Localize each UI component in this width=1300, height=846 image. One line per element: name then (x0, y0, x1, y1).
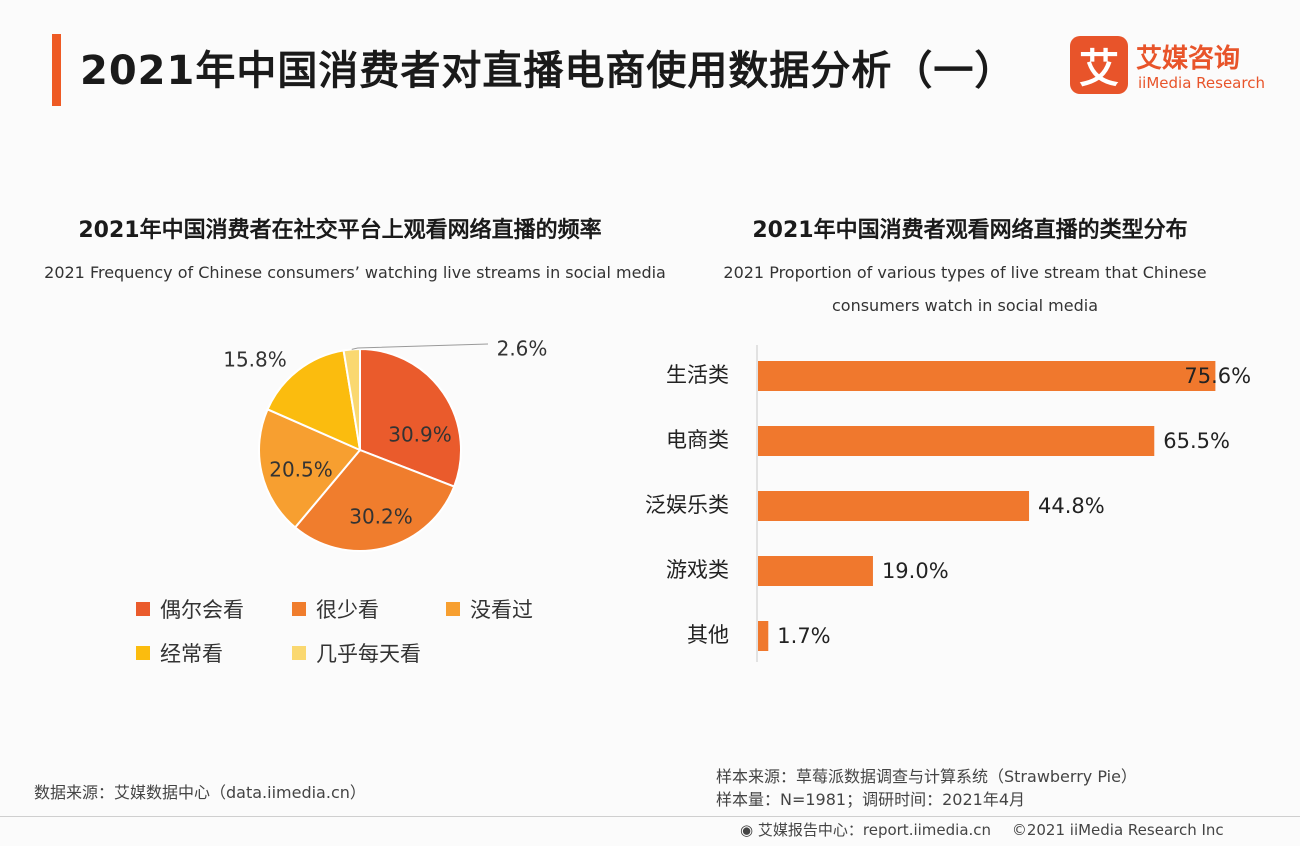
pie-slice (359, 347, 462, 488)
bar (758, 556, 873, 586)
sample-size-note: 样本量：N=1981；调研时间：2021年4月 (716, 790, 1025, 809)
bar-value-label: 75.6% (1184, 364, 1251, 388)
legend-label: 几乎每天看 (316, 642, 421, 666)
legend-item-rarely: 很少看 (292, 594, 379, 624)
pie-slice-label: 30.2% (349, 505, 413, 529)
pie-slice-label: 15.8% (223, 348, 287, 372)
logo-text-en: iiMedia Research (1138, 74, 1265, 92)
legend-item-almost-daily: 几乎每天看 (292, 638, 421, 668)
copyright-text: ©2021 iiMedia Research Inc (1011, 821, 1224, 839)
legend-item-occasionally: 偶尔会看 (136, 594, 244, 624)
bar-category-label: 生活类 (666, 363, 729, 387)
bar (758, 426, 1155, 456)
bar-value-label: 65.5% (1163, 429, 1230, 453)
legend-label: 很少看 (316, 598, 379, 622)
legend-swatch (292, 646, 306, 660)
pie-slice (266, 349, 362, 452)
pie-chart-title: 2021年中国消费者在社交平台上观看网络直播的频率 (78, 218, 602, 243)
bar-category-label: 其他 (687, 623, 729, 647)
legend-item-never: 没看过 (446, 594, 533, 624)
bar-value-label: 1.7% (777, 624, 830, 648)
bar (758, 491, 1030, 521)
pie-slice-label: 30.9% (388, 423, 452, 447)
pie-slice (293, 448, 456, 552)
bar-chart: 生活类 75.6% 电商类 65.5% 泛娱乐类 44.8% 游戏类 19.0% 其他 1.7% (645, 345, 1251, 662)
bar-category-label: 泛娱乐类 (645, 493, 729, 517)
bar-category-label: 游戏类 (666, 558, 729, 582)
pie-chart: 30.9% 30.2% 20.5% 15.8% 2.6% (223, 337, 548, 552)
logo-icon: 艾 (1070, 36, 1128, 94)
bar (758, 361, 1216, 391)
legend-swatch (292, 602, 306, 616)
report-center-icon: ◉ (740, 821, 754, 839)
legend-item-often: 经常看 (136, 638, 223, 668)
page-title: 2021年中国消费者对直播电商使用数据分析（一） (80, 48, 1016, 94)
pie-slice-label: 20.5% (269, 458, 333, 482)
legend-swatch (136, 646, 150, 660)
pie-slice (258, 407, 362, 529)
sample-info: 样本来源：草莓派数据调查与计算系统（Strawberry Pie） 样本量：N=… (716, 765, 1137, 811)
legend-label: 经常看 (160, 642, 223, 666)
pie-leader-line (351, 343, 489, 350)
data-source-note: 数据来源：艾媒数据中心（data.iimedia.cn） (34, 783, 366, 802)
logo-text-cn: 艾媒咨询 (1136, 44, 1241, 74)
report-center-link[interactable]: 艾媒报告中心：report.iimedia.cn (757, 821, 992, 839)
pie-chart-subtitle: 2021 Frequency of Chinese consumers’ wat… (44, 263, 666, 282)
bar-chart-title: 2021年中国消费者观看网络直播的类型分布 (752, 218, 1188, 243)
footer-bottom-bar: ◉ 艾媒报告中心：report.iimedia.cn ©2021 iiMedia… (740, 819, 1224, 840)
legend-label: 偶尔会看 (160, 598, 244, 622)
title-accent-bar (52, 34, 61, 106)
bar-value-label: 44.8% (1038, 494, 1105, 518)
legend-swatch (136, 602, 150, 616)
brand-logo: 艾 艾媒咨询 iiMedia Research (1070, 36, 1280, 98)
legend-label: 没看过 (470, 598, 533, 622)
bar-chart-subtitle: 2021 Proportion of various types of live… (723, 263, 1207, 315)
sample-source-note: 样本来源：草莓派数据调查与计算系统（Strawberry Pie） (716, 767, 1137, 786)
bar-value-label: 19.0% (882, 559, 949, 583)
bar-category-label: 电商类 (666, 428, 729, 452)
pie-slice-label: 2.6% (497, 337, 548, 361)
footer-divider (0, 816, 1300, 817)
legend-swatch (446, 602, 460, 616)
bar (758, 621, 769, 651)
